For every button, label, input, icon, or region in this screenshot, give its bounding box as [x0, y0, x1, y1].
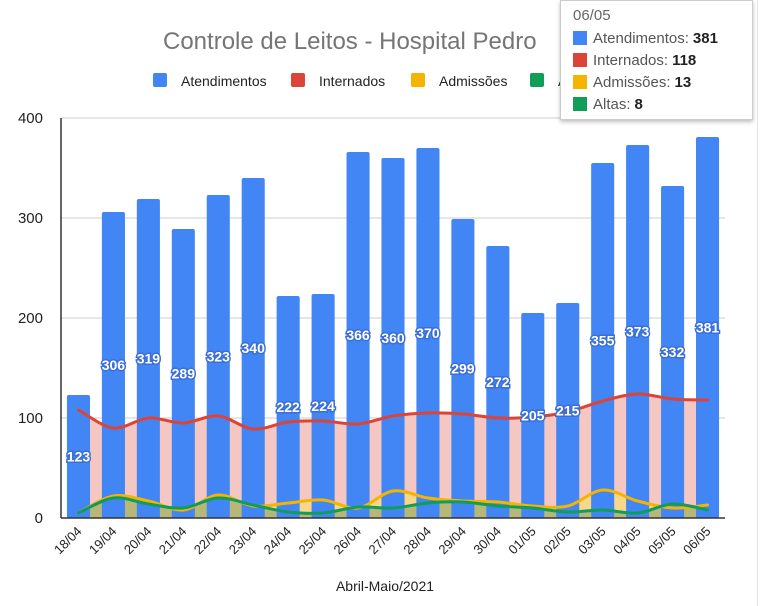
data-label: 272: [486, 374, 510, 390]
bar: [276, 296, 300, 518]
data-label: 381: [696, 320, 720, 336]
x-tick-label: 25/04: [296, 524, 330, 558]
tooltip-title: 06/05: [573, 7, 611, 24]
x-tick-label: 29/04: [435, 524, 469, 558]
swatch-admissoes: [573, 75, 587, 89]
tooltip-value: 381: [692, 29, 718, 47]
data-label: 370: [416, 325, 440, 341]
data-label: 319: [137, 351, 161, 367]
tooltip-value: 8: [634, 95, 643, 113]
data-label: 306: [102, 357, 126, 373]
bar: [101, 212, 125, 518]
tooltip: 06/05 Atendimentos: 381 Internados: 118 …: [560, 0, 753, 120]
legend-swatch: [291, 73, 305, 87]
swatch-internados: [573, 53, 587, 67]
data-label: 224: [311, 398, 335, 414]
tooltip-row-internados: Internados: 118: [573, 49, 740, 71]
y-tick-label: 0: [35, 510, 43, 527]
legend-label: Internados: [319, 73, 385, 89]
data-label: 355: [591, 333, 615, 349]
x-tick-label: 26/04: [331, 524, 365, 558]
data-label: 340: [242, 340, 266, 356]
x-tick-label: 01/05: [505, 524, 539, 558]
x-tick-label: 03/05: [575, 524, 609, 558]
tooltip-label: Atendimentos: [593, 29, 685, 47]
area-altas: [78, 497, 708, 518]
bar: [416, 148, 440, 518]
data-labels: 123 306 319 289 323 340 222 224 366 360 370 299 272 2…: [65, 318, 721, 466]
data-label: 289: [172, 366, 196, 382]
swatch-atendimentos: [573, 31, 587, 45]
legend: AtendimentosInternadosAdmissõesA: [153, 73, 568, 89]
y-tick-label: 300: [18, 210, 43, 227]
line-admissões: [76, 488, 710, 515]
bar: [486, 246, 510, 518]
series-lines: [76, 392, 710, 515]
chart-title: Controle de Leitos - Hospital Pedro: [163, 28, 537, 55]
x-tick-label: 04/05: [610, 524, 644, 558]
bar: [346, 152, 370, 518]
tooltip-label: Internados: [593, 51, 664, 69]
bar: [695, 137, 720, 518]
bar: [171, 229, 195, 518]
bar: [381, 158, 405, 518]
data-label: 222: [276, 399, 300, 415]
data-label: 299: [451, 361, 475, 377]
y-tick-label: 400: [18, 110, 43, 127]
x-tick-label: 24/04: [261, 524, 295, 558]
x-tick-label: 19/04: [86, 524, 120, 558]
x-axis-title: Abril-Maio/2021: [336, 578, 434, 594]
bars-atendimentos: [66, 137, 720, 518]
x-tick-label: 22/04: [191, 524, 225, 558]
x-tick-label: 06/05: [680, 524, 714, 558]
data-label: 373: [626, 324, 650, 340]
line-altas: [76, 496, 710, 515]
legend-label: Atendimentos: [181, 73, 267, 89]
data-label: 323: [207, 349, 231, 365]
bar: [626, 145, 650, 518]
x-tick-label: 20/04: [121, 524, 155, 558]
tooltip-row-altas: Altas: 8: [573, 93, 740, 115]
bar: [206, 195, 230, 518]
x-tick-label: 23/04: [226, 524, 260, 558]
legend-swatch: [411, 73, 425, 87]
tooltip-label: Admissões: [593, 73, 667, 91]
data-label: 360: [381, 330, 405, 346]
data-label: 215: [556, 403, 580, 419]
bar: [661, 186, 685, 518]
x-tick-label: 02/05: [540, 524, 574, 558]
tooltip-row-atendimentos: Atendimentos: 381: [573, 27, 740, 49]
bar: [66, 395, 91, 518]
tooltip-value: 13: [674, 73, 692, 91]
y-tick-label: 100: [18, 410, 43, 427]
x-tick-label: 27/04: [366, 524, 400, 558]
x-tick-label: 05/05: [645, 524, 679, 558]
bar: [241, 178, 265, 518]
data-label: 205: [521, 408, 545, 424]
tooltip-value: 118: [672, 51, 697, 69]
x-tick-label: 21/04: [156, 524, 190, 558]
line-internados: [76, 392, 710, 431]
x-tick-label: 30/04: [470, 524, 504, 558]
legend-swatch: [153, 73, 167, 87]
bar: [136, 199, 160, 518]
x-tick-label: 18/04: [51, 524, 85, 558]
x-tick-label: 28/04: [400, 524, 434, 558]
data-label: 366: [346, 327, 370, 343]
bar: [311, 294, 335, 518]
bar: [591, 163, 615, 518]
legend-label: Admissões: [439, 73, 507, 89]
bar: [451, 219, 475, 518]
y-tick-label: 200: [18, 310, 43, 327]
tooltip-row-admissoes: Admissões: 13: [573, 71, 740, 93]
swatch-altas: [573, 97, 587, 111]
legend-swatch: [530, 73, 544, 87]
panel-edge: [757, 0, 758, 606]
data-label: 332: [661, 344, 685, 360]
data-label: 123: [67, 449, 91, 465]
tooltip-label: Altas: [593, 95, 627, 113]
